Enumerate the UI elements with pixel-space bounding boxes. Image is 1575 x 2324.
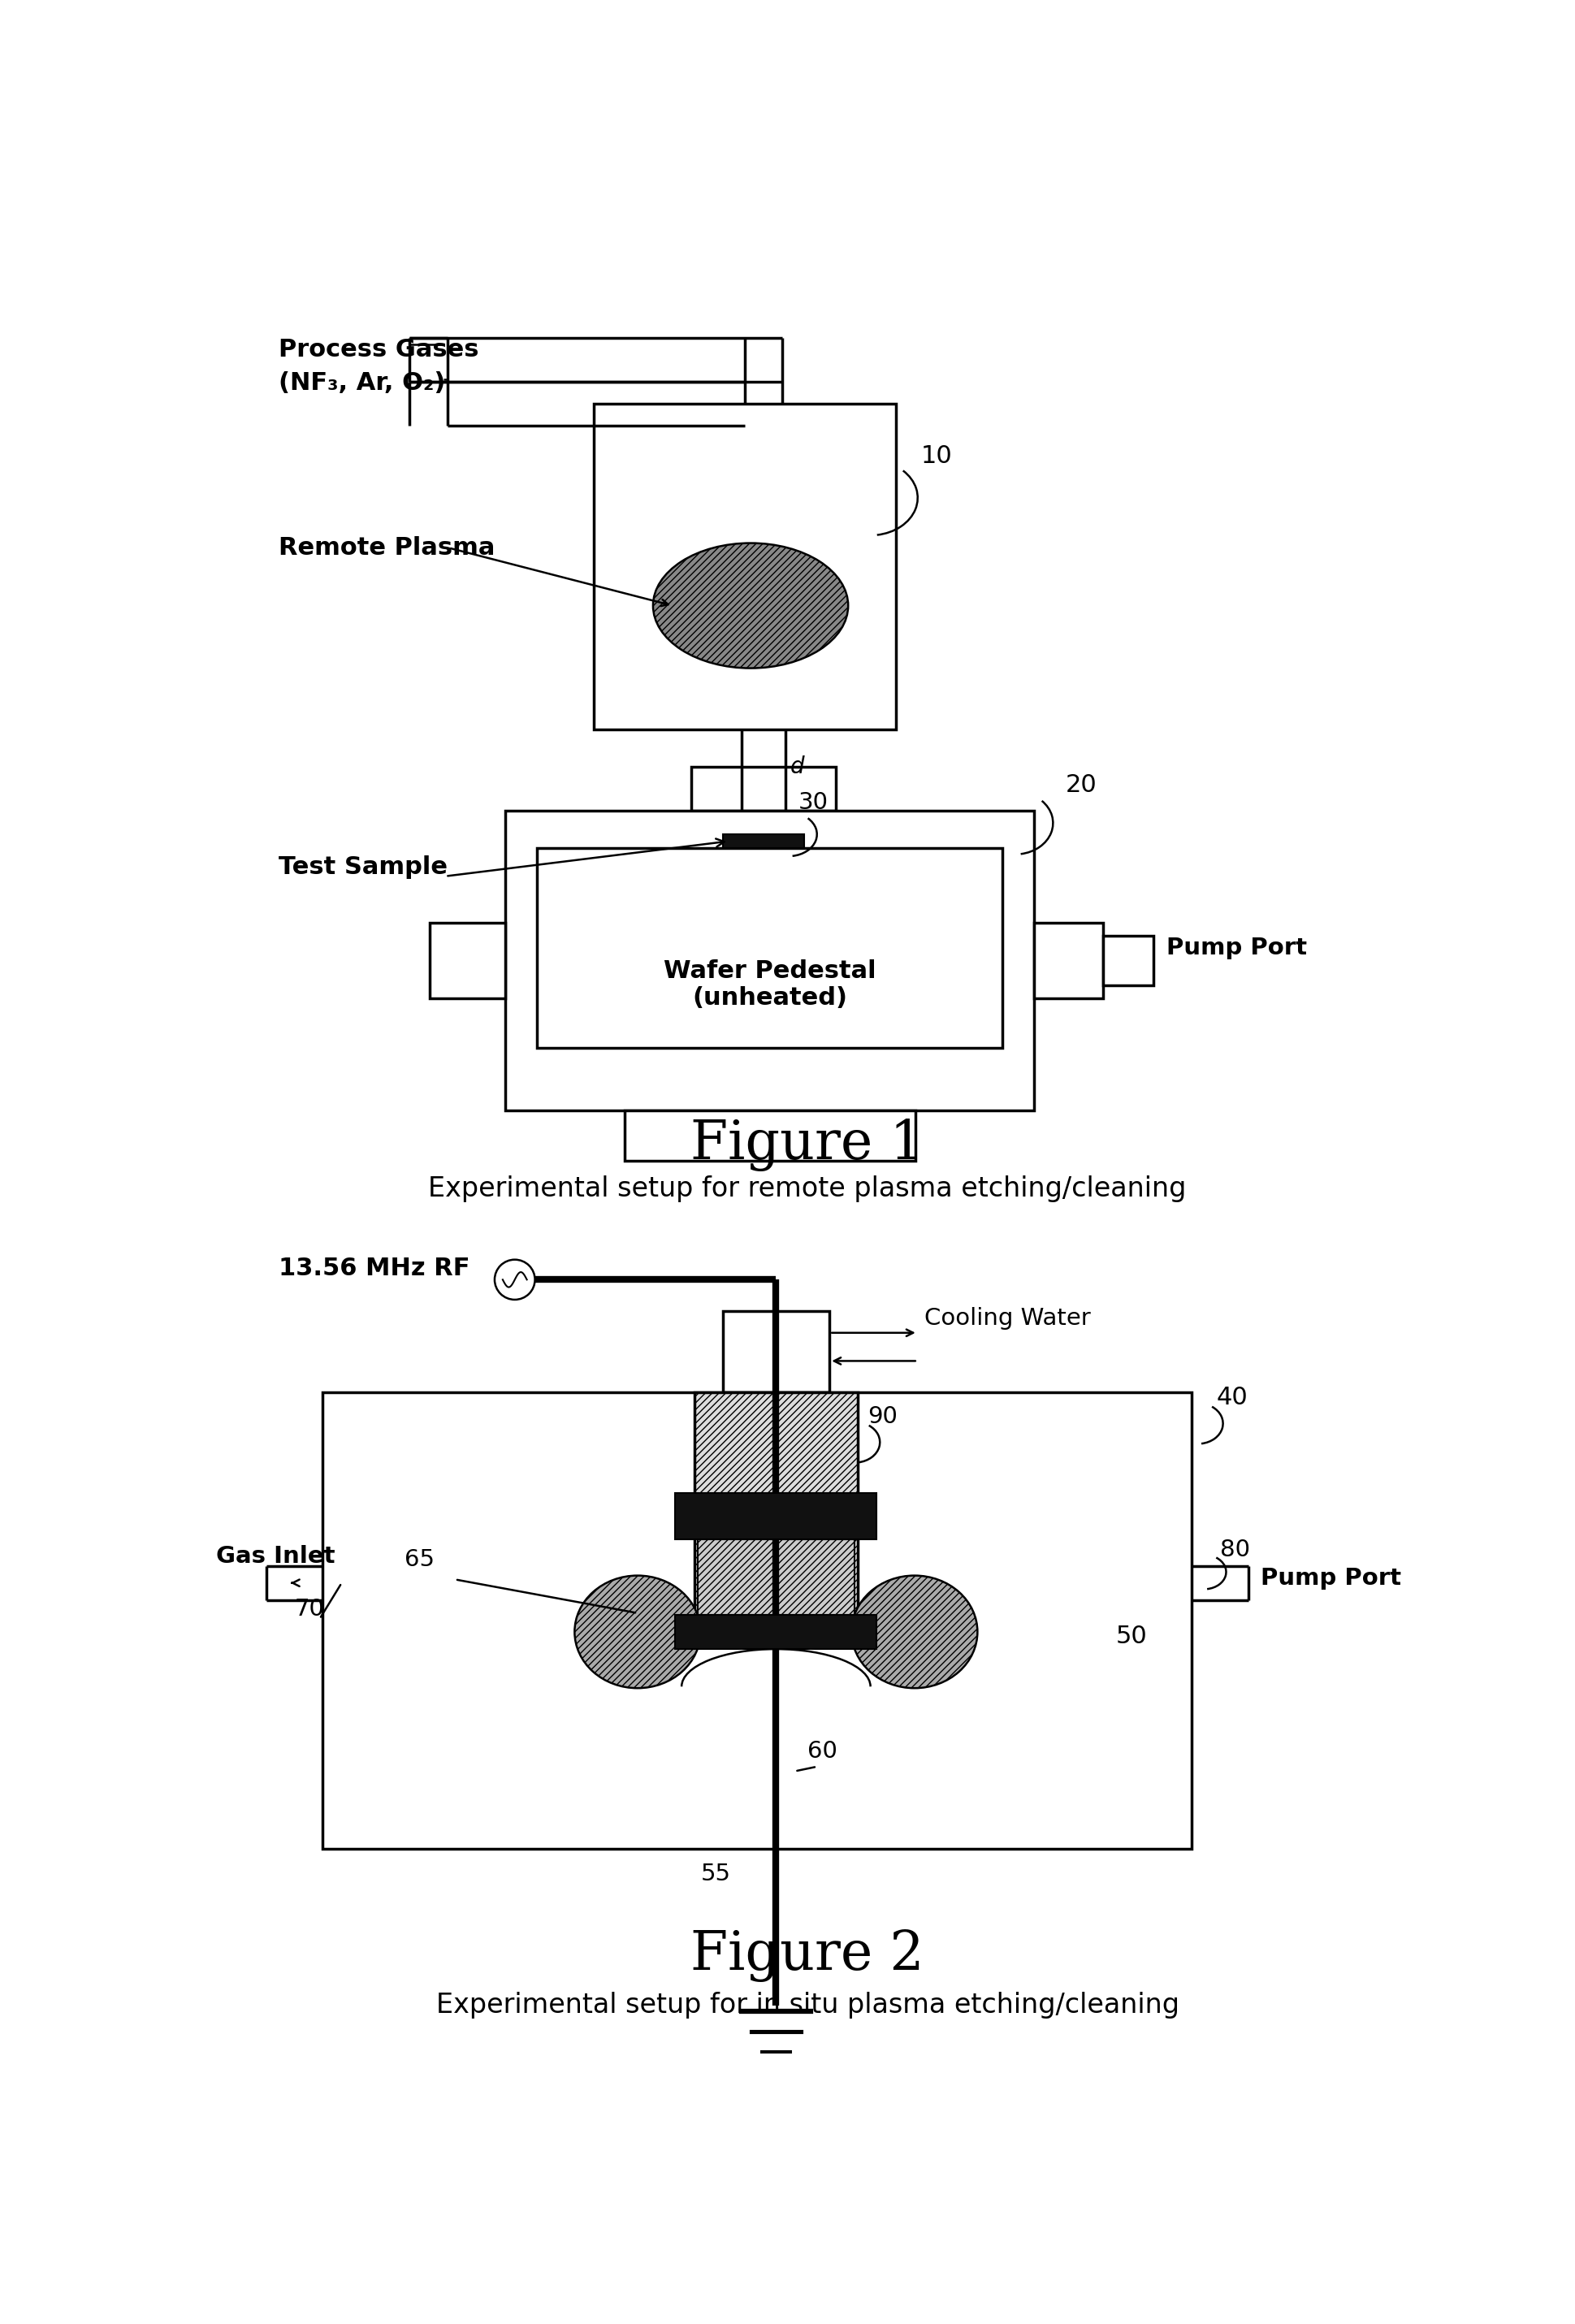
Text: Experimental setup for in situ plasma etching/cleaning: Experimental setup for in situ plasma et… [436, 1992, 1180, 2020]
Text: 30: 30 [799, 792, 828, 813]
Bar [594, 404, 896, 730]
Bar [723, 834, 805, 848]
Text: Wafer Pedestal
(unheated): Wafer Pedestal (unheated) [663, 960, 876, 1011]
Text: Pump Port: Pump Port [1260, 1566, 1402, 1590]
Bar [624, 1111, 915, 1160]
Text: 20: 20 [1066, 774, 1098, 797]
Bar [695, 1392, 858, 1643]
Bar [698, 1538, 855, 1615]
Bar [430, 923, 506, 999]
Text: 90: 90 [868, 1406, 898, 1429]
Text: 13.56 MHz RF: 13.56 MHz RF [279, 1257, 469, 1281]
Bar [323, 1392, 1192, 1850]
Bar [723, 1311, 830, 1392]
Bar [1104, 937, 1154, 985]
Text: 80: 80 [1219, 1538, 1251, 1562]
Bar [676, 1615, 877, 1650]
Ellipse shape [654, 544, 849, 669]
Text: Remote Plasma: Remote Plasma [279, 537, 495, 560]
Text: 40: 40 [1216, 1385, 1247, 1411]
Bar [1035, 923, 1104, 999]
Ellipse shape [575, 1576, 701, 1687]
Text: Figure 2: Figure 2 [691, 1929, 925, 1982]
Text: Gas Inlet: Gas Inlet [216, 1545, 335, 1569]
Text: Cooling Water: Cooling Water [925, 1306, 1090, 1329]
Bar [537, 848, 1003, 1048]
Text: (NF₃, Ar, O₂): (NF₃, Ar, O₂) [279, 372, 446, 395]
Ellipse shape [852, 1576, 978, 1687]
Text: Figure 1: Figure 1 [690, 1118, 925, 1171]
Circle shape [495, 1260, 536, 1299]
Text: 50: 50 [1117, 1624, 1148, 1648]
Text: Process Gases: Process Gases [279, 339, 479, 363]
Text: 60: 60 [808, 1741, 838, 1762]
Text: 70: 70 [295, 1599, 324, 1620]
Text: Experimental setup for remote plasma etching/cleaning: Experimental setup for remote plasma etc… [428, 1176, 1186, 1202]
Text: 55: 55 [701, 1862, 731, 1885]
Bar [691, 767, 836, 811]
Bar [506, 811, 1035, 1111]
Text: d: d [791, 755, 805, 779]
Text: Test Sample: Test Sample [279, 855, 447, 878]
Bar [676, 1492, 877, 1538]
Text: Pump Port: Pump Port [1167, 937, 1307, 960]
Text: 65: 65 [405, 1548, 435, 1571]
Text: 10: 10 [921, 444, 953, 467]
